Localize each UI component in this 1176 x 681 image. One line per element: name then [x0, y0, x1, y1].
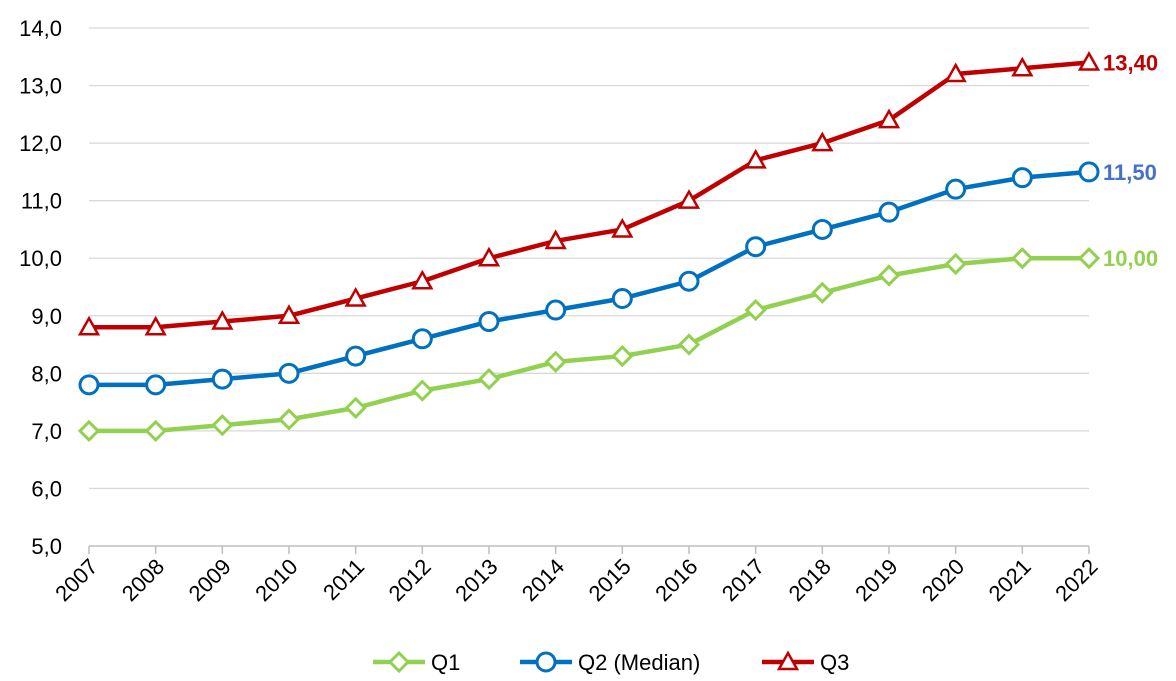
data-point [811, 281, 834, 304]
y-tick-label: 5,0 [31, 534, 62, 559]
data-point [278, 362, 300, 384]
data-point [144, 315, 167, 336]
data-point [544, 229, 567, 250]
data-point [744, 148, 767, 169]
y-tick-label: 7,0 [31, 419, 62, 444]
data-point [944, 252, 967, 276]
data-point [678, 270, 700, 292]
x-tick-label: 2014 [517, 554, 569, 606]
data-point [677, 333, 701, 356]
legend-item: Q3 [762, 650, 849, 675]
legend-marker [776, 650, 800, 671]
legend-marker [387, 650, 411, 674]
data-point [344, 286, 367, 307]
legend-item: Q2 (Median) [520, 650, 700, 675]
data-point [77, 315, 101, 336]
end-value-label: 10,00 [1103, 246, 1158, 271]
data-point [811, 131, 834, 152]
data-point [344, 396, 367, 419]
x-tick-label: 2019 [850, 554, 902, 606]
x-tick-label: 2008 [117, 554, 169, 606]
data-point [78, 374, 100, 396]
x-tick-label: 2021 [984, 554, 1036, 606]
data-point [1077, 247, 1101, 270]
data-point [878, 201, 900, 223]
data-point [1077, 50, 1101, 71]
data-point [144, 419, 167, 443]
data-point [411, 269, 434, 290]
data-point [1011, 247, 1034, 270]
x-tick-label: 2016 [650, 554, 702, 606]
data-point [811, 218, 833, 240]
legend-label: Q3 [820, 650, 849, 675]
data-point [744, 298, 767, 322]
data-point [544, 350, 567, 373]
data-point [211, 309, 234, 330]
data-point [611, 217, 634, 238]
data-point [277, 304, 301, 325]
legend-label: Q1 [431, 650, 460, 675]
x-tick-label: 2015 [584, 554, 636, 606]
x-tick-label: 2007 [50, 554, 102, 606]
data-point [1011, 167, 1033, 189]
y-tick-label: 6,0 [31, 476, 62, 501]
y-tick-label: 10,0 [19, 246, 62, 271]
y-tick-label: 11,0 [21, 189, 62, 214]
data-point [411, 328, 433, 350]
series-line [89, 169, 1090, 388]
end-value-label: 11,50 [1103, 160, 1157, 185]
data-point [944, 62, 967, 83]
gridlines [89, 27, 1089, 490]
data-point [677, 189, 701, 209]
data-point [77, 419, 101, 443]
x-tick-label: 2022 [1050, 554, 1102, 606]
data-point [477, 367, 501, 391]
data-point [411, 379, 434, 402]
data-point [545, 299, 567, 321]
series-line [89, 255, 1089, 434]
y-tick-label: 14,0 [19, 16, 62, 41]
x-tick-label: 2013 [450, 554, 502, 606]
data-point [211, 368, 233, 390]
series-line [89, 60, 1090, 330]
y-tick-label: 13,0 [19, 74, 62, 99]
data-point [211, 414, 234, 437]
legend-label: Q2 (Median) [578, 650, 700, 675]
series-q3 [77, 50, 1101, 336]
x-tick-label: 2017 [717, 554, 769, 606]
y-tick-label: 8,0 [31, 361, 62, 386]
x-tick-label: 2020 [917, 554, 969, 606]
series-lines [77, 50, 1101, 443]
legend-item: Q1 [373, 650, 460, 675]
y-tick-label: 12,0 [19, 131, 62, 156]
x-tick-label: 2018 [784, 554, 836, 606]
data-point [877, 108, 901, 129]
data-point [611, 288, 633, 310]
data-point [745, 236, 767, 258]
data-point [1078, 161, 1100, 183]
data-point [145, 374, 167, 396]
data-point [477, 246, 501, 267]
data-point [478, 311, 500, 333]
data-point [345, 345, 367, 367]
series-q1 [77, 247, 1101, 443]
data-point [277, 408, 301, 431]
legend: Q1 Q2 (Median) Q3 [373, 650, 849, 675]
data-point [945, 178, 967, 200]
data-point [877, 264, 901, 287]
y-tick-label: 9,0 [31, 304, 62, 329]
x-tick-label: 2011 [318, 554, 369, 605]
x-tick-label: 2009 [184, 554, 236, 606]
end-value-label: 13,40 [1103, 51, 1158, 76]
x-tick-label: 2010 [250, 554, 302, 606]
data-labels: 10,00 11,50 13,40 [1103, 51, 1158, 272]
x-tick-label: 2012 [384, 554, 436, 606]
data-point [1011, 56, 1034, 77]
legend-marker [535, 651, 557, 673]
series-q2-median [78, 161, 1100, 396]
data-point [611, 344, 634, 368]
